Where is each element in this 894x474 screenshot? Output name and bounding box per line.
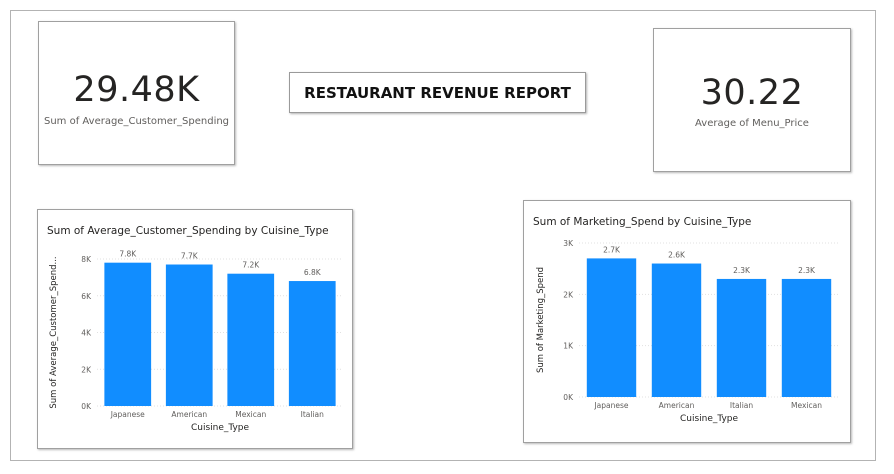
y-tick-label: 0K — [81, 402, 92, 411]
y-axis-label: Sum of Marketing_Spend — [536, 267, 546, 373]
data-label: 7.8K — [119, 250, 137, 259]
x-axis-label: Cuisine_Type — [191, 423, 250, 433]
x-tick-label: American — [171, 410, 207, 419]
bar-mexican — [227, 273, 275, 406]
data-label: 2.6K — [668, 251, 686, 260]
bar-italian — [288, 281, 336, 406]
chart-title: Sum of Average_Customer_Spending by Cuis… — [47, 225, 329, 237]
bar-japanese — [586, 258, 637, 397]
kpi-card-customer-spending[interactable]: 29.48K Sum of Average_Customer_Spending — [38, 21, 235, 165]
data-label: 2.3K — [798, 266, 816, 275]
bar-american — [651, 263, 702, 397]
x-tick-label: Italian — [301, 410, 325, 419]
data-label: 2.7K — [603, 245, 621, 254]
x-tick-label: American — [659, 401, 695, 410]
y-tick-label: 0K — [563, 393, 574, 402]
data-label: 6.8K — [304, 268, 322, 277]
x-tick-label: Mexican — [235, 410, 266, 419]
y-tick-label: 4K — [81, 329, 92, 338]
bar-american — [165, 264, 213, 406]
kpi-value: 30.22 — [700, 73, 804, 113]
x-axis-label: Cuisine_Type — [680, 414, 739, 424]
kpi-value: 29.48K — [73, 70, 200, 110]
bar-chart-customer-spending: 0K 2K 4K 6K 8K 7.8K Japanese 7.7K American 7.2K Me… — [49, 250, 343, 433]
bar-mexican — [781, 278, 832, 397]
y-tick-label: 6K — [81, 292, 92, 301]
bar-japanese — [104, 262, 152, 406]
data-label: 7.7K — [181, 252, 199, 261]
x-tick-label: Italian — [730, 401, 754, 410]
x-tick-label: Mexican — [791, 401, 822, 410]
kpi-card-menu-price[interactable]: 30.22 Average of Menu_Price — [653, 28, 851, 172]
bar-chart-marketing-spend: 0K 1K 2K 3K 2.7K Japanese 2.6K American 2.3K Ital… — [536, 239, 839, 424]
chart-card-customer-spending[interactable]: Sum of Average_Customer_Spending by Cuis… — [37, 209, 353, 449]
x-tick-label: Japanese — [593, 401, 628, 410]
y-tick-label: 2K — [81, 365, 92, 374]
chart-card-marketing-spend[interactable]: Sum of Marketing_Spend by Cuisine_Type 0… — [523, 200, 851, 443]
kpi-label: Sum of Average_Customer_Spending — [43, 116, 230, 127]
y-tick-label: 2K — [563, 290, 574, 299]
y-tick-label: 3K — [563, 239, 574, 248]
y-tick-label: 8K — [81, 255, 92, 264]
x-tick-label: Japanese — [110, 410, 145, 419]
y-tick-label: 1K — [563, 342, 574, 351]
report-title: RESTAURANT REVENUE REPORT — [289, 72, 586, 113]
bar-italian — [716, 278, 767, 397]
y-axis-label: Sum of Average_Customer_Spend... — [49, 256, 59, 408]
data-label: 7.2K — [242, 261, 260, 270]
data-label: 2.3K — [733, 266, 751, 275]
chart-title: Sum of Marketing_Spend by Cuisine_Type — [533, 216, 752, 228]
kpi-label: Average of Menu_Price — [695, 118, 809, 129]
